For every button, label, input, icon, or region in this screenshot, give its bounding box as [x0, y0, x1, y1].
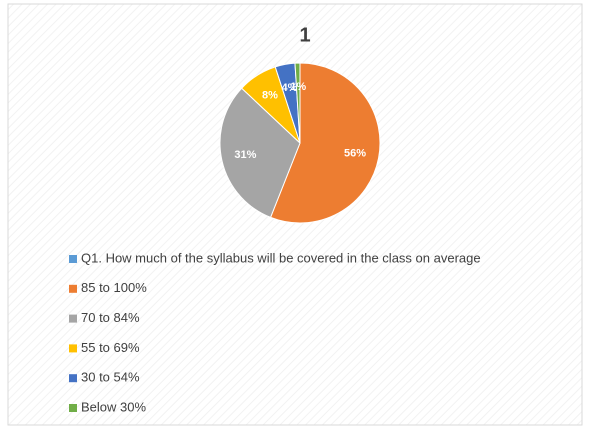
legend-swatch: [69, 314, 77, 323]
data-label: 1%: [290, 81, 306, 93]
legend-label: 30 to 54%: [81, 370, 140, 385]
legend-label: 55 to 69%: [81, 340, 140, 355]
data-label: 4%: [282, 82, 298, 94]
legend-swatch: [69, 344, 77, 353]
legend-label: Below 30%: [81, 399, 146, 414]
legend-swatch: [69, 374, 77, 383]
legend-swatch: [69, 404, 77, 412]
legend-swatch: [69, 284, 77, 293]
legend-label: 70 to 84%: [81, 310, 140, 325]
pie-slice: [294, 62, 301, 144]
data-label: 8%: [262, 90, 278, 102]
legend-swatch: [69, 255, 77, 263]
legend-label: Q1. How much of the syllabus will be cov…: [81, 250, 481, 265]
legend-label: 85 to 100%: [81, 280, 147, 295]
pie-slice: [219, 87, 301, 219]
chart-title: 1: [299, 24, 310, 46]
data-label: 31%: [234, 149, 256, 161]
pie-slice: [269, 62, 381, 224]
data-label: 56%: [344, 147, 366, 159]
